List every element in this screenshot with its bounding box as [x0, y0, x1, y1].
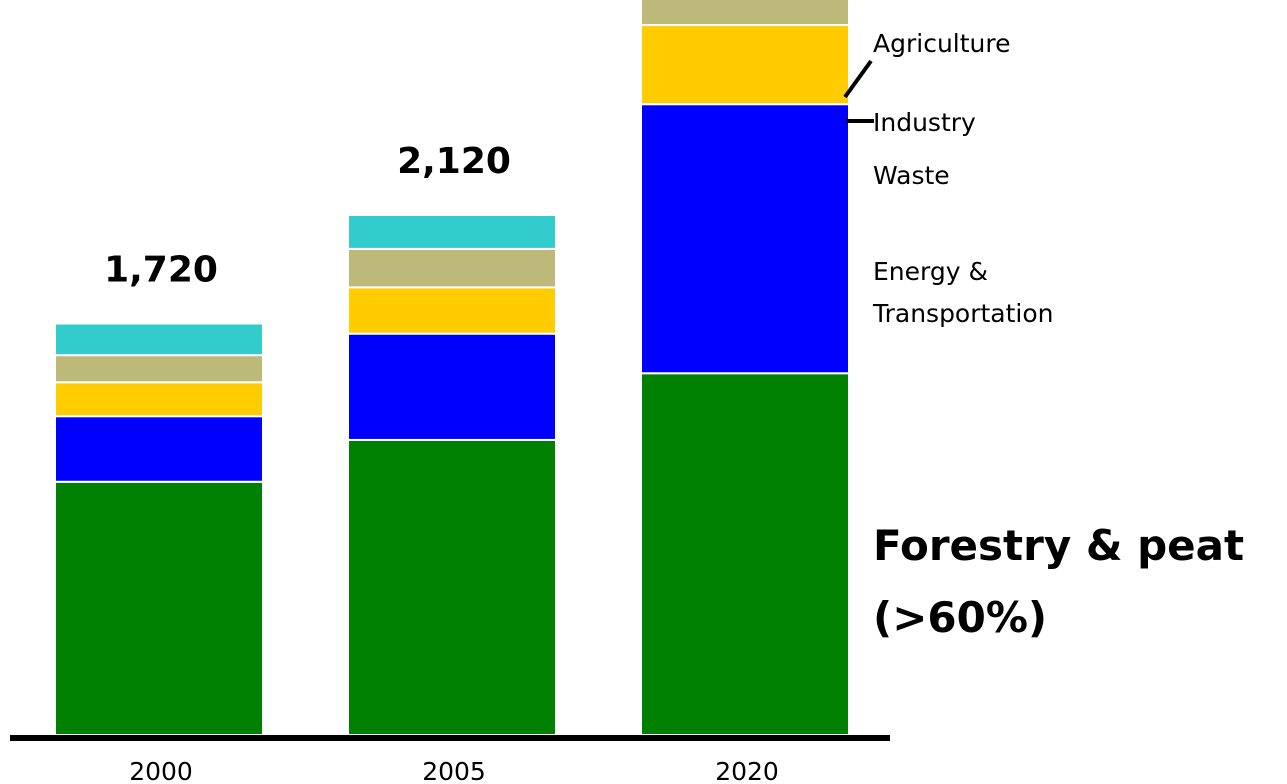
legend-energy-line1: Energy &	[873, 257, 988, 286]
x-tick-label-2005: 2005	[422, 757, 486, 784]
legend-industry: Industry	[873, 108, 976, 137]
legend-energy-line2: Transportation	[872, 299, 1054, 328]
bar-segment-2020-energy-transportation	[640, 103, 850, 375]
forestry-annotation-line1: Forestry & peat	[873, 521, 1244, 570]
bar-segment-2020-industry	[640, 0, 850, 27]
bar-segment-2000-forestry-peat	[54, 480, 264, 737]
bar-segment-2005-energy-transportation	[347, 332, 557, 441]
x-tick-labels: 2000 2005 2020	[129, 757, 779, 784]
bar-segment-2000-agriculture	[54, 322, 264, 357]
bar-segment-2005-industry	[347, 247, 557, 289]
total-label-2005: 2,120	[397, 141, 511, 182]
bars-group	[54, 0, 850, 737]
bar-segment-2005-waste	[347, 286, 557, 335]
bar-segment-2000-waste	[54, 381, 264, 418]
agriculture-leader-line	[843, 59, 873, 99]
x-tick-label-2000: 2000	[129, 757, 193, 784]
x-tick-label-2020: 2020	[715, 757, 779, 784]
legend-labels: Agriculture Industry Waste Energy & Tran…	[843, 29, 1244, 642]
bar-segment-2020-forestry-peat	[640, 372, 850, 736]
bar-segment-2005-agriculture	[347, 213, 557, 250]
legend-agriculture: Agriculture	[873, 29, 1011, 58]
bar-segment-2020-waste	[640, 24, 850, 106]
legend-waste: Waste	[873, 161, 950, 190]
bar-segment-2000-industry	[54, 354, 264, 384]
total-label-2000: 1,720	[104, 249, 218, 290]
forestry-annotation-line2: (>60%)	[873, 593, 1047, 642]
bar-segment-2005-forestry-peat	[347, 438, 557, 736]
bar-segment-2000-energy-transportation	[54, 415, 264, 483]
